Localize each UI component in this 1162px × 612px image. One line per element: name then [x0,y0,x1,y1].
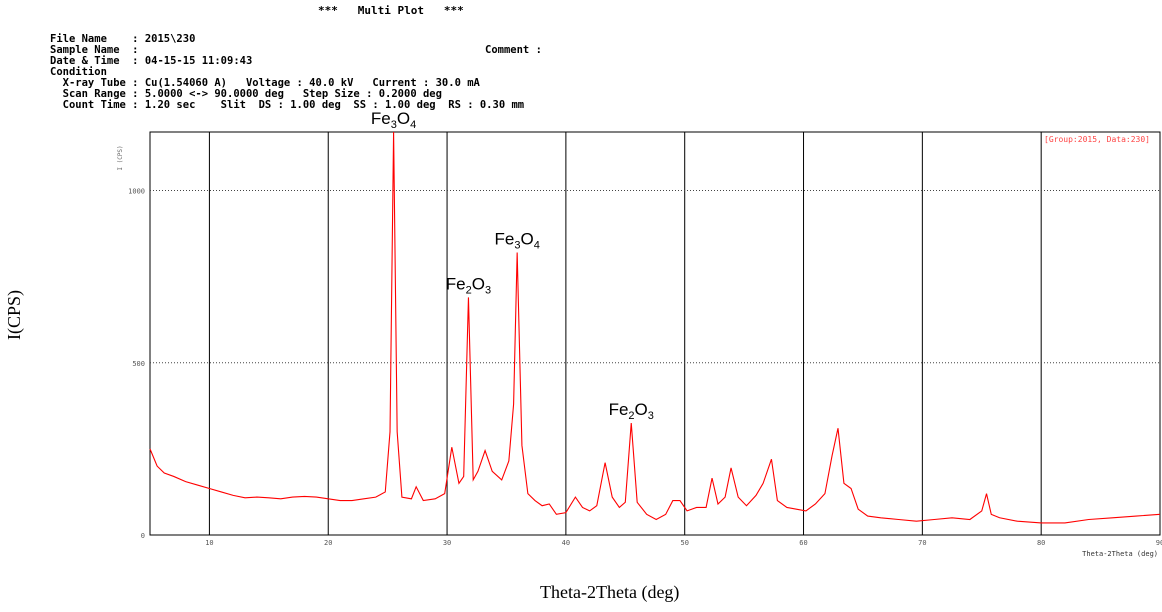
peak-annotation: Fe2O3 [609,400,654,422]
x-axis-label: Theta-2Theta (deg) [540,582,680,602]
x-tick-label: 10 [205,539,213,547]
header-date-time: Date & Time : 04-15-15 11:09:43 [50,55,253,67]
x-tick-label: 60 [799,539,807,547]
header-count-line: Count Time : 1.20 sec Slit DS : 1.00 deg… [50,99,525,111]
x-tick-label: 20 [324,539,332,547]
x-tick-label: 70 [918,539,926,547]
peak-annotation: Fe3O4 [371,109,416,131]
header-xray-line: X-ray Tube : Cu(1.54060 A) Voltage : 40.… [50,77,480,89]
y-tick-label: 1000 [128,188,145,196]
x-tick-label: 90 [1156,539,1162,547]
x-tick-label: 50 [680,539,688,547]
inner-y-label: I (CPS) [117,145,124,170]
y-tick-label: 0 [141,532,145,540]
x-tick-label: 30 [443,539,451,547]
x-tick-label: 80 [1037,539,1045,547]
inner-x-label: Theta-2Theta (deg) [1082,550,1158,558]
plot-frame [149,131,1161,536]
peak-annotation: Fe2O3 [446,274,491,296]
peak-annotation: Fe3O4 [495,230,540,252]
header-scan-line: Scan Range : 5.0000 <-> 90.0000 deg Step… [50,88,442,100]
series-line [149,131,1161,524]
y-tick-label: 500 [132,360,145,368]
header-sample-name: Sample Name : [50,44,139,56]
header-condition: Condition [50,66,107,78]
x-tick-label: 40 [562,539,570,547]
group-label: [Group:2015, Data:230] [1044,135,1150,144]
header-file-name: File Name : 2015\230 [50,33,196,45]
header-comment: Comment : [485,44,542,56]
header-title: *** Multi Plot *** [318,4,464,17]
